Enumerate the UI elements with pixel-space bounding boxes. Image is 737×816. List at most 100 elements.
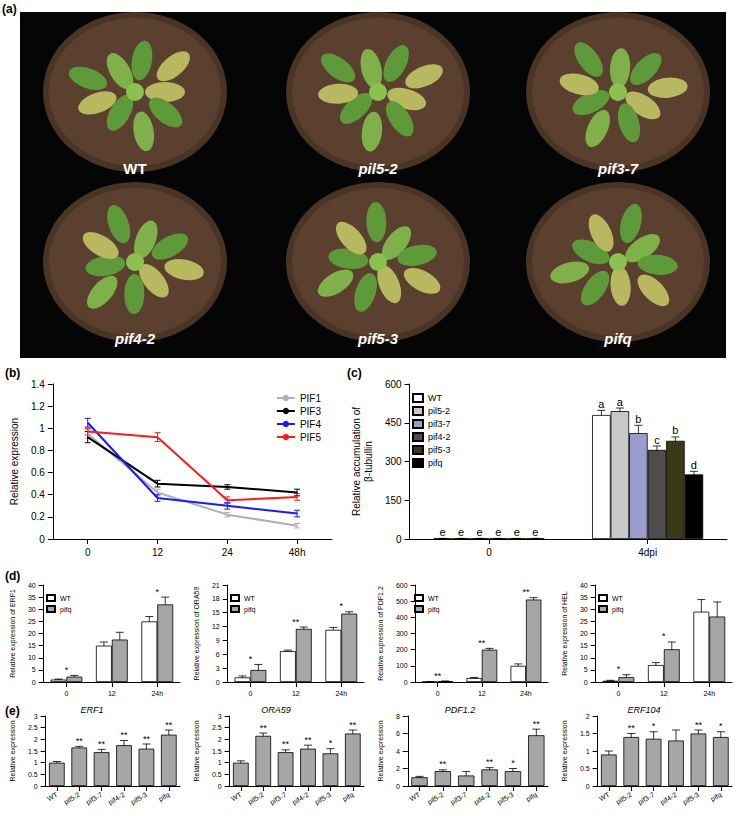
svg-text:12: 12 bbox=[212, 623, 220, 630]
svg-text:e: e bbox=[458, 526, 464, 538]
svg-text:(b): (b) bbox=[5, 366, 20, 380]
svg-text:WT: WT bbox=[408, 791, 422, 803]
svg-text:e: e bbox=[532, 526, 538, 538]
svg-text:(a): (a) bbox=[2, 2, 17, 16]
svg-text:1.5: 1.5 bbox=[28, 748, 38, 755]
svg-text:3: 3 bbox=[34, 713, 38, 720]
svg-text:300: 300 bbox=[385, 456, 402, 467]
svg-text:300: 300 bbox=[396, 630, 408, 637]
svg-text:pif4-2: pif4-2 bbox=[107, 791, 126, 807]
svg-text:*: * bbox=[617, 664, 621, 674]
svg-text:WT: WT bbox=[428, 393, 442, 403]
svg-text:pif5-3: pif5-3 bbox=[496, 791, 515, 807]
svg-text:pifq: pifq bbox=[525, 791, 539, 804]
svg-text:WT: WT bbox=[46, 791, 60, 803]
svg-text:4: 4 bbox=[396, 748, 400, 755]
svg-text:**: ** bbox=[486, 757, 494, 767]
svg-text:1.5: 1.5 bbox=[580, 730, 590, 737]
svg-text:2: 2 bbox=[396, 765, 400, 772]
svg-text:WT: WT bbox=[428, 595, 440, 602]
svg-text:**: ** bbox=[695, 720, 703, 730]
svg-text:**: ** bbox=[434, 671, 442, 681]
svg-text:ORA59: ORA59 bbox=[261, 705, 291, 715]
svg-text:pifq: pifq bbox=[244, 606, 255, 614]
svg-text:21: 21 bbox=[212, 582, 220, 589]
svg-text:**: ** bbox=[76, 736, 84, 746]
svg-text:pil5-2: pil5-2 bbox=[247, 791, 266, 807]
svg-text:(c): (c) bbox=[347, 366, 362, 380]
svg-text:**: ** bbox=[305, 735, 313, 745]
svg-text:pil5-2: pil5-2 bbox=[428, 406, 450, 416]
svg-text:6: 6 bbox=[216, 651, 220, 658]
svg-text:0.8: 0.8 bbox=[31, 445, 45, 456]
svg-text:*: * bbox=[249, 654, 253, 664]
svg-text:15: 15 bbox=[212, 609, 220, 616]
svg-text:e: e bbox=[440, 526, 446, 538]
svg-text:pif5-3: pif5-3 bbox=[682, 791, 701, 807]
svg-text:pifq: pifq bbox=[428, 458, 443, 468]
svg-text:WT: WT bbox=[123, 160, 146, 177]
svg-text:0: 0 bbox=[248, 690, 252, 697]
svg-text:600: 600 bbox=[385, 379, 402, 390]
svg-text:Relative expression: Relative expression bbox=[377, 720, 385, 781]
svg-text:**: ** bbox=[522, 587, 530, 597]
svg-text:9: 9 bbox=[216, 637, 220, 644]
svg-text:0: 0 bbox=[85, 547, 91, 558]
svg-text:12: 12 bbox=[152, 547, 164, 558]
svg-text:1.2: 1.2 bbox=[31, 401, 45, 412]
svg-text:*: * bbox=[719, 721, 723, 731]
svg-text:20: 20 bbox=[28, 630, 36, 637]
svg-text:**: ** bbox=[260, 723, 268, 733]
svg-text:WT: WT bbox=[230, 791, 244, 803]
svg-text:c: c bbox=[654, 434, 660, 446]
svg-text:a: a bbox=[598, 398, 605, 410]
svg-text:2.5: 2.5 bbox=[28, 724, 38, 731]
svg-text:15: 15 bbox=[28, 642, 36, 649]
svg-text:*: * bbox=[156, 587, 160, 597]
svg-text:0: 0 bbox=[216, 679, 220, 686]
svg-text:0: 0 bbox=[404, 679, 408, 686]
svg-text:**: ** bbox=[98, 739, 106, 749]
svg-text:12: 12 bbox=[660, 690, 668, 697]
svg-text:2: 2 bbox=[586, 713, 590, 720]
svg-text:24h: 24h bbox=[151, 690, 163, 697]
svg-text:pif3-7: pif3-7 bbox=[637, 791, 656, 807]
svg-text:pifq: pifq bbox=[603, 330, 632, 347]
svg-text:0: 0 bbox=[396, 783, 400, 790]
svg-text:0: 0 bbox=[64, 690, 68, 697]
svg-text:pifq: pifq bbox=[157, 791, 171, 804]
svg-text:Relative expression: Relative expression bbox=[561, 720, 569, 781]
svg-text:*: * bbox=[340, 601, 344, 611]
svg-text:pif4-2: pif4-2 bbox=[114, 330, 156, 347]
svg-text:1.4: 1.4 bbox=[31, 379, 45, 390]
svg-text:24: 24 bbox=[222, 547, 234, 558]
svg-text:**: ** bbox=[292, 617, 300, 627]
svg-text:24h: 24h bbox=[703, 690, 715, 697]
svg-text:pifq: pifq bbox=[341, 791, 355, 804]
svg-text:**: ** bbox=[628, 723, 636, 733]
svg-text:e: e bbox=[495, 526, 501, 538]
svg-text:**: ** bbox=[165, 720, 173, 730]
svg-text:12: 12 bbox=[108, 690, 116, 697]
svg-text:1: 1 bbox=[586, 748, 590, 755]
svg-text:100: 100 bbox=[396, 662, 408, 669]
svg-text:0.4: 0.4 bbox=[31, 489, 45, 500]
svg-text:b: b bbox=[672, 424, 678, 436]
svg-text:pif5-3: pif5-3 bbox=[428, 445, 451, 455]
svg-text:18: 18 bbox=[212, 595, 220, 602]
svg-text:e: e bbox=[514, 526, 520, 538]
svg-text:40: 40 bbox=[580, 582, 588, 589]
svg-text:10: 10 bbox=[580, 654, 588, 661]
svg-text:WT: WT bbox=[244, 595, 256, 602]
svg-text:600: 600 bbox=[396, 582, 408, 589]
svg-text:d: d bbox=[691, 459, 697, 471]
svg-text:1: 1 bbox=[34, 759, 38, 766]
svg-text:400: 400 bbox=[396, 614, 408, 621]
svg-text:24h: 24h bbox=[335, 690, 347, 697]
svg-text:2: 2 bbox=[218, 736, 222, 743]
svg-text:pif3-7: pif3-7 bbox=[597, 160, 639, 177]
svg-text:*: * bbox=[652, 721, 656, 731]
svg-text:pif4-2: pif4-2 bbox=[659, 791, 678, 807]
svg-text:Relative expression of ERF1: Relative expression of ERF1 bbox=[9, 589, 17, 678]
svg-text:pif5-3: pif5-3 bbox=[314, 791, 333, 807]
